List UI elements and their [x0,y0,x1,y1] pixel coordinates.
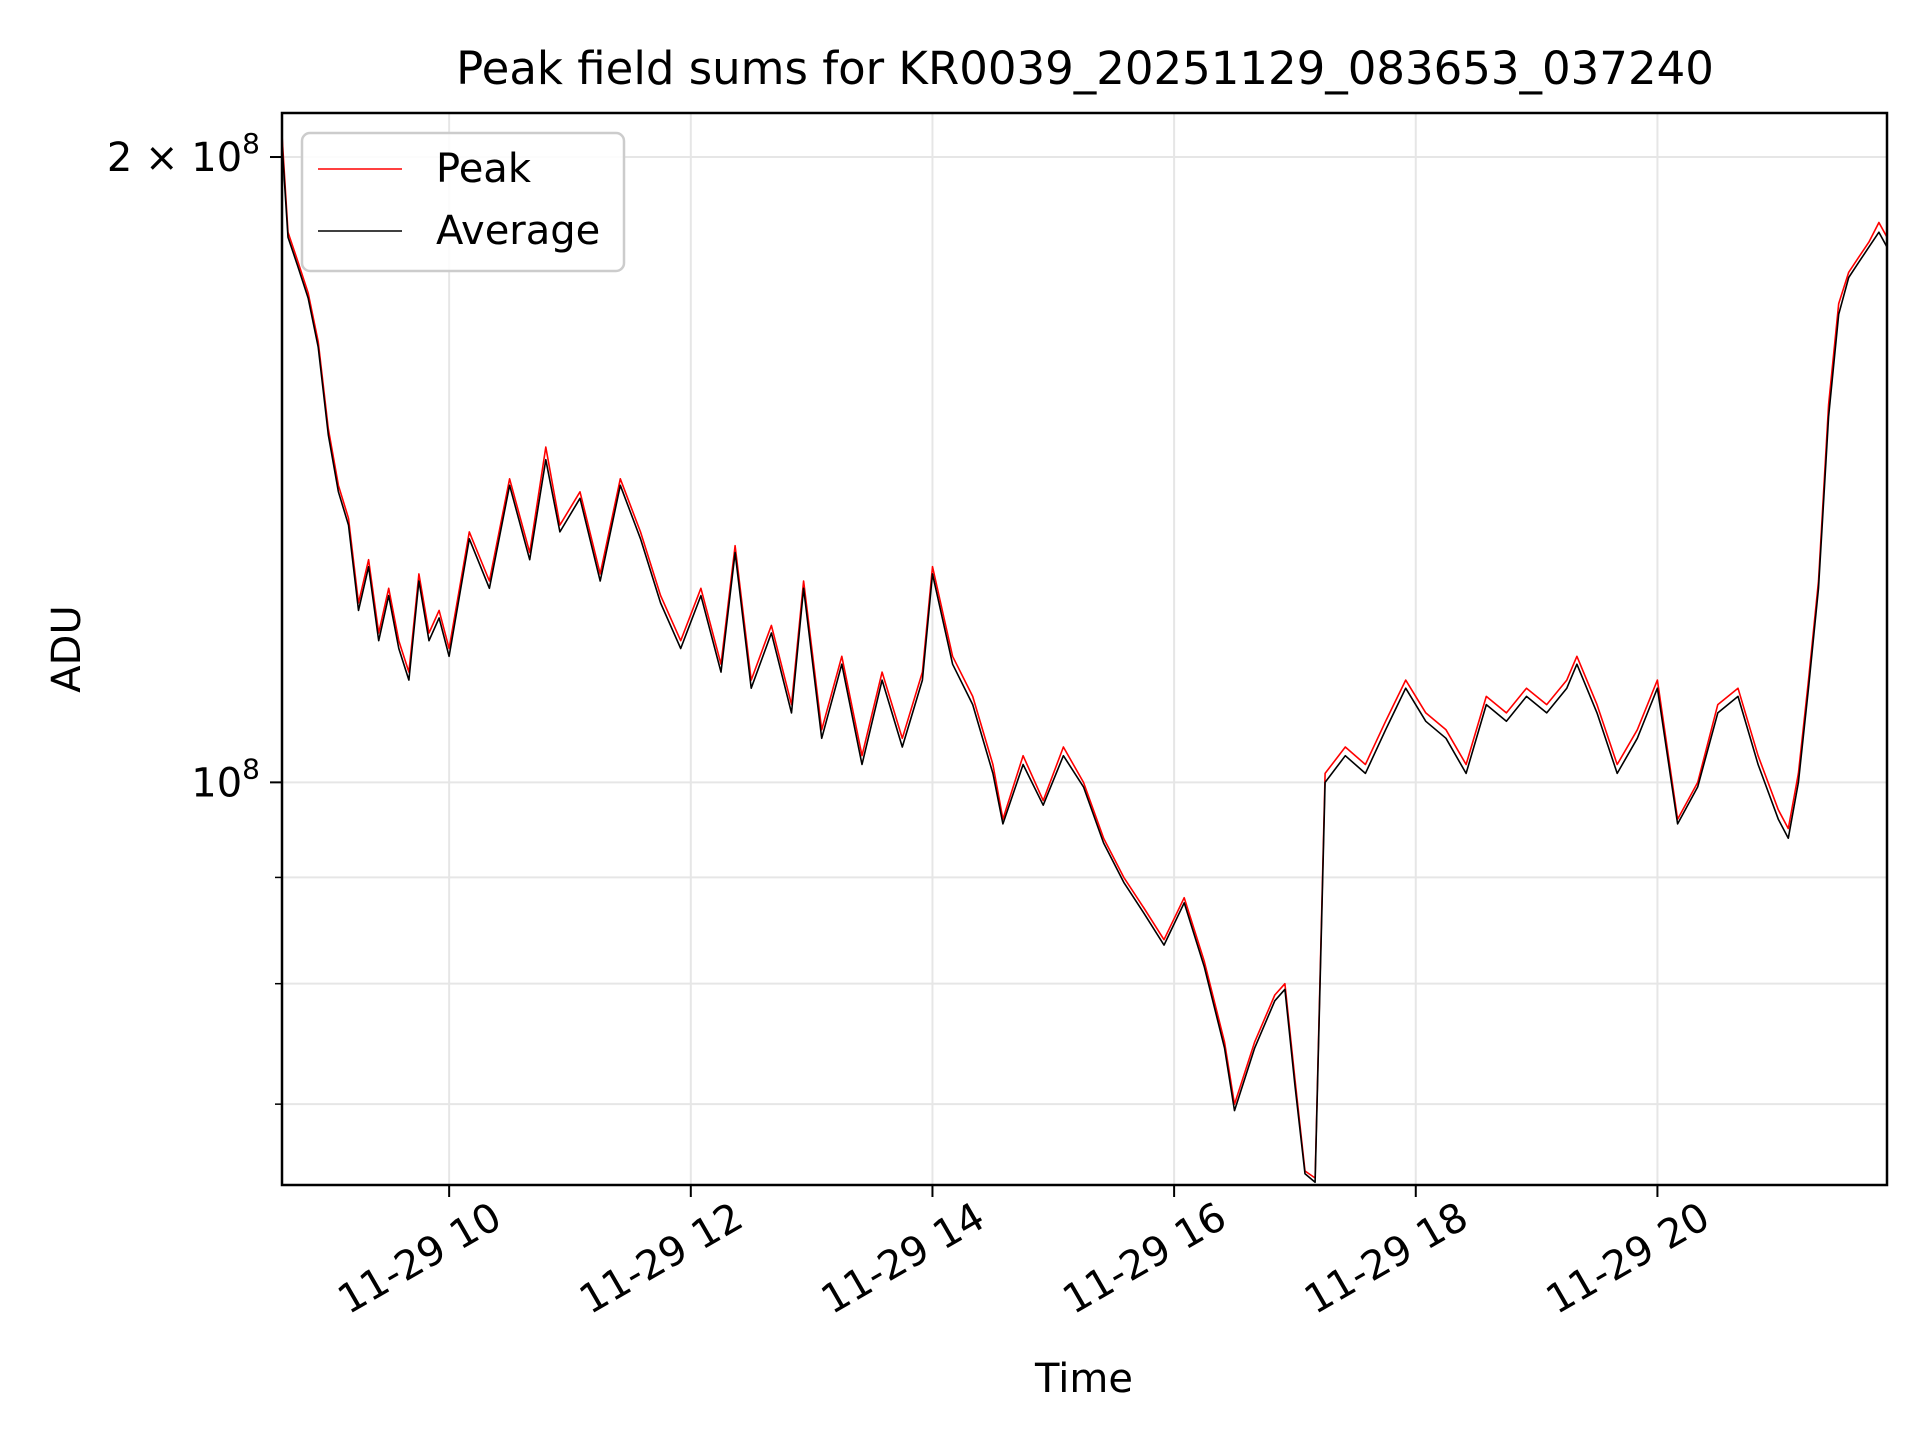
y-axis-label: ADU [44,605,90,692]
legend-box [300,131,626,273]
grid [282,113,1887,1185]
series-line-average [282,143,1887,1183]
series-layer [282,134,1887,1183]
chart-title: Peak field sums for KR0039_20251129_0836… [456,42,1714,95]
y-tick-label-exponent: 8 [242,752,260,785]
legend-label-average: Average [436,208,600,254]
y-tick-label: 2 × 108 [107,127,260,181]
y-tick-label: 108 [191,752,260,806]
legend-label-peak: Peak [436,146,532,192]
y-tick-label-base: 2 × 10 [107,135,242,181]
legend: Peak Average [300,131,626,273]
x-axis-label: Time [1034,1356,1133,1402]
y-tick-label-exponent: 8 [242,127,260,160]
plot-frame [280,111,1889,1187]
y-tick-label-base: 10 [191,760,242,806]
series-line-peak [282,134,1887,1179]
